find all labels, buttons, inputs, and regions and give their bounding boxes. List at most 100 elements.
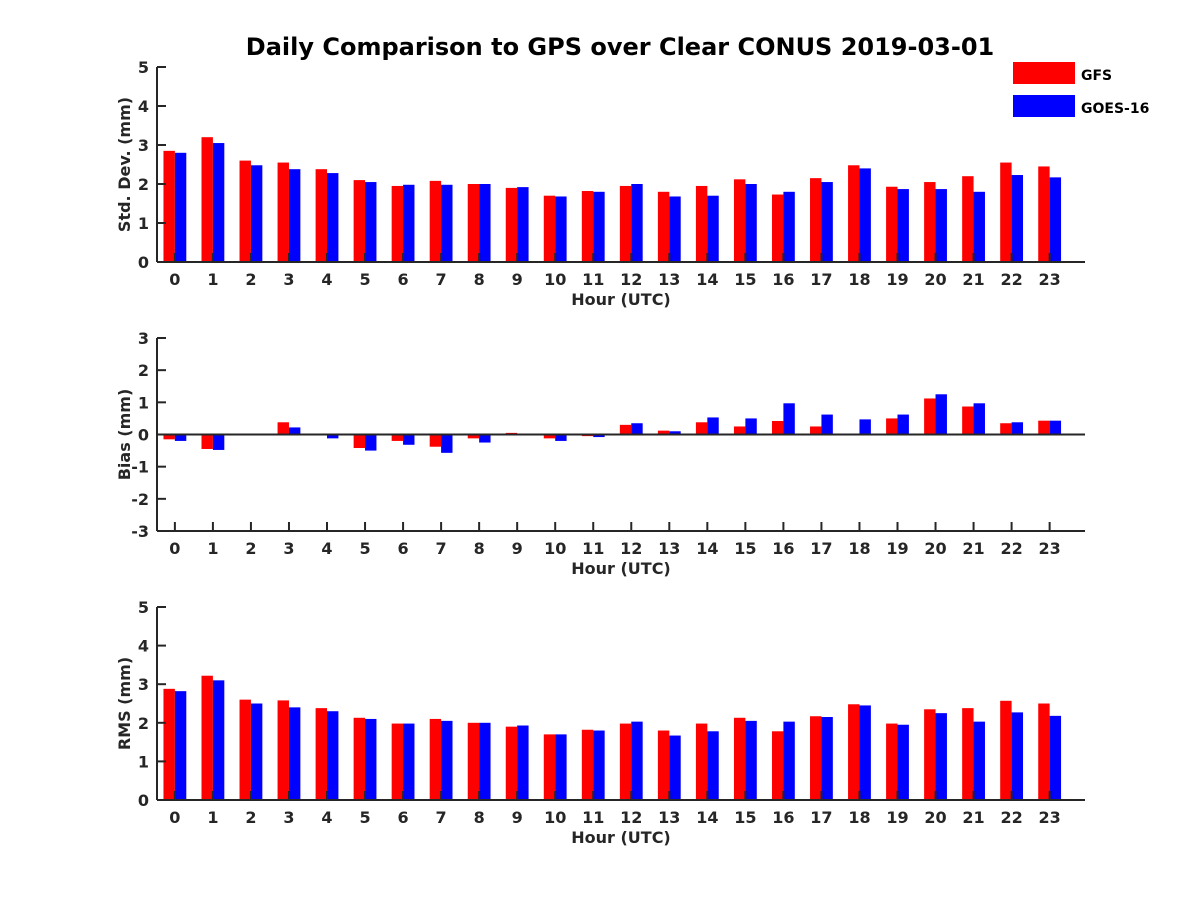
rms-bar-gfs-10 — [543, 734, 556, 800]
std-dev-x-tick-label: 14 — [696, 270, 718, 289]
rms-x-tick-label: 21 — [962, 808, 984, 827]
std-dev-bar-gfs-4 — [315, 169, 328, 262]
bias-bar-gfs-19 — [886, 418, 898, 435]
std-dev-bar-gfs-18 — [848, 165, 860, 262]
std-dev-bar-goes16-22 — [1011, 175, 1024, 262]
std-dev-bar-gfs-2 — [239, 160, 251, 262]
bias-x-tick-label: 5 — [359, 539, 370, 558]
legend-label-gfs: GFS — [1081, 68, 1112, 84]
rms-x-tick-label: 0 — [169, 808, 180, 827]
rms-bar-gfs-12 — [619, 723, 632, 800]
std-dev-x-tick-label: 22 — [1000, 270, 1022, 289]
bias-x-tick-label: 8 — [474, 539, 485, 558]
bias-bar-gfs-23 — [1038, 420, 1050, 435]
rms-bar-gfs-0 — [163, 688, 175, 800]
bias-x-tick-label: 15 — [734, 539, 756, 558]
std-dev-bar-goes16-14 — [707, 195, 719, 262]
std-dev-bar-goes16-19 — [897, 189, 909, 262]
rms-bar-goes16-14 — [707, 731, 719, 800]
bias-y-axis-label: Bias (mm) — [115, 389, 134, 481]
rms-bar-goes16-13 — [669, 735, 681, 800]
std-dev-y-tick-label: 5 — [138, 58, 149, 77]
bias-bar-goes16-11 — [593, 434, 605, 438]
bias-bar-gfs-3 — [277, 422, 289, 435]
bias-x-tick-label: 12 — [620, 539, 642, 558]
bias-y-tick-label: 3 — [138, 329, 149, 348]
bias-x-tick-label: 19 — [886, 539, 908, 558]
std-dev-x-tick-label: 4 — [321, 270, 332, 289]
std-dev-x-tick-label: 17 — [810, 270, 832, 289]
bias-x-tick-label: 2 — [245, 539, 256, 558]
bias-bar-goes16-15 — [745, 418, 757, 435]
rms-bar-goes16-18 — [859, 705, 871, 800]
bias-bar-gfs-21 — [962, 406, 974, 435]
std-dev-x-tick-label: 1 — [207, 270, 218, 289]
std-dev-bar-gfs-3 — [277, 162, 289, 262]
std-dev-bar-gfs-20 — [924, 182, 936, 262]
bias-bar-goes16-4 — [327, 434, 339, 439]
bias-bar-goes16-14 — [707, 417, 719, 435]
rms-bar-gfs-14 — [695, 723, 708, 800]
std-dev-bar-gfs-19 — [886, 186, 898, 262]
bias-x-tick-label: 22 — [1000, 539, 1022, 558]
rms-bar-gfs-23 — [1038, 703, 1050, 800]
bias-bar-gfs-17 — [810, 426, 822, 435]
rms-bar-goes16-17 — [821, 717, 833, 800]
std-dev-bar-goes16-10 — [555, 196, 567, 262]
rms-bar-goes16-9 — [517, 725, 529, 800]
rms-x-tick-label: 12 — [620, 808, 642, 827]
rms-x-tick-label: 19 — [886, 808, 908, 827]
rms-bar-goes16-2 — [250, 703, 263, 800]
rms-x-tick-label: 15 — [734, 808, 756, 827]
std-dev-x-tick-label: 13 — [658, 270, 680, 289]
bias-x-tick-label: 4 — [321, 539, 332, 558]
rms-x-tick-label: 16 — [772, 808, 794, 827]
bias-bar-goes16-10 — [555, 434, 567, 441]
rms-bar-gfs-4 — [315, 708, 328, 800]
rms-bar-goes16-5 — [365, 718, 377, 800]
rms-x-tick-label: 2 — [245, 808, 256, 827]
bias-y-tick-label: 2 — [138, 361, 149, 380]
rms-x-tick-label: 20 — [924, 808, 946, 827]
bias-x-tick-label: 21 — [962, 539, 984, 558]
bias-x-tick-label: 14 — [696, 539, 718, 558]
std-dev-bar-gfs-16 — [771, 194, 784, 262]
std-dev-bar-gfs-11 — [581, 191, 594, 262]
rms-x-tick-label: 13 — [658, 808, 680, 827]
rms-bar-goes16-0 — [174, 691, 187, 800]
std-dev-bar-goes16-12 — [631, 184, 643, 262]
rms-bar-goes16-16 — [783, 721, 795, 800]
chart-title: Daily Comparison to GPS over Clear CONUS… — [246, 33, 994, 61]
bias-bar-goes16-6 — [403, 434, 415, 445]
rms-y-tick-label: 5 — [138, 598, 149, 617]
bias-y-tick-label: -3 — [131, 522, 149, 541]
rms-bar-gfs-3 — [277, 700, 289, 800]
bias-bar-gfs-22 — [1000, 423, 1012, 435]
rms-y-axis-label: RMS (mm) — [115, 657, 134, 750]
bias-y-tick-label: -2 — [131, 490, 149, 509]
rms-y-tick-label: 4 — [138, 637, 149, 656]
rms-x-tick-label: 14 — [696, 808, 718, 827]
std-dev-bar-goes16-3 — [288, 169, 301, 262]
rms-x-tick-label: 9 — [512, 808, 523, 827]
bias-bar-goes16-8 — [479, 434, 491, 443]
std-dev-x-tick-label: 3 — [283, 270, 294, 289]
std-dev-x-tick-label: 10 — [544, 270, 566, 289]
std-dev-bar-gfs-14 — [695, 185, 708, 262]
std-dev-bar-gfs-0 — [163, 150, 175, 262]
std-dev-bar-gfs-8 — [467, 184, 480, 262]
bias-x-tick-label: 11 — [582, 539, 604, 558]
rms-bar-goes16-4 — [327, 711, 339, 800]
std-dev-y-tick-label: 4 — [138, 97, 149, 116]
rms-bar-gfs-11 — [581, 729, 594, 800]
bias-bar-gfs-5 — [353, 434, 366, 449]
rms-bar-goes16-19 — [897, 724, 909, 800]
rms-bar-goes16-10 — [555, 734, 567, 800]
bias-bar-goes16-20 — [935, 394, 947, 435]
bias-x-tick-label: 17 — [810, 539, 832, 558]
std-dev-x-tick-label: 19 — [886, 270, 908, 289]
bias-bar-goes16-7 — [441, 434, 453, 453]
std-dev-bar-gfs-10 — [543, 195, 556, 262]
bias-bar-gfs-6 — [391, 434, 404, 441]
